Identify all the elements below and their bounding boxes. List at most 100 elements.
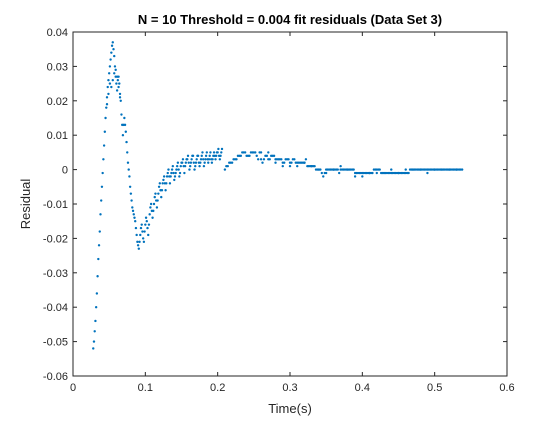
data-point <box>128 175 131 178</box>
data-point <box>216 151 219 154</box>
data-point <box>267 151 270 154</box>
data-point <box>123 123 127 127</box>
data-point <box>176 161 180 164</box>
x-tick-label: 0.4 <box>355 382 370 394</box>
data-point <box>136 240 139 244</box>
data-point <box>146 226 149 230</box>
y-tick-label: 0.02 <box>47 96 68 108</box>
data-point <box>158 182 161 185</box>
data-point <box>174 171 177 175</box>
data-point <box>144 223 147 226</box>
data-point <box>154 192 157 195</box>
data-point <box>140 223 143 226</box>
y-tick-label: 0 <box>62 165 68 177</box>
data-point <box>317 168 321 171</box>
data-point <box>96 275 99 278</box>
data-point <box>97 244 101 247</box>
data-point <box>259 151 263 154</box>
data-point <box>411 168 415 171</box>
data-point <box>303 161 306 164</box>
data-point <box>179 164 182 168</box>
data-point <box>157 192 160 195</box>
y-tick-label: 0.01 <box>47 130 68 142</box>
data-point <box>455 168 458 171</box>
data-point <box>126 151 129 154</box>
data-point <box>117 85 120 89</box>
y-tick-label: -0.05 <box>43 337 68 349</box>
data-point <box>375 171 378 175</box>
data-point <box>149 202 153 206</box>
data-point <box>134 226 138 230</box>
data-point <box>214 158 217 161</box>
data-point <box>199 161 202 164</box>
data-point <box>120 113 123 116</box>
data-point <box>196 154 200 158</box>
data-point <box>183 171 186 175</box>
data-point <box>199 158 203 161</box>
data-point <box>256 158 260 161</box>
data-point <box>100 199 103 202</box>
data-point <box>178 171 182 175</box>
data-point <box>132 213 135 216</box>
data-point <box>187 161 190 164</box>
data-point <box>95 292 99 295</box>
data-point <box>186 158 189 161</box>
data-point <box>166 171 169 175</box>
data-point <box>280 158 283 161</box>
data-point <box>110 51 113 54</box>
data-point <box>151 216 154 219</box>
data-point <box>102 144 106 147</box>
data-point <box>102 158 105 161</box>
data-point <box>111 41 114 44</box>
data-point <box>191 154 195 158</box>
data-point <box>254 151 257 154</box>
data-point <box>107 92 110 96</box>
y-tick-label: 0.03 <box>47 61 68 73</box>
data-point <box>296 161 299 164</box>
data-point <box>207 161 210 164</box>
data-point <box>324 171 328 175</box>
data-point <box>92 340 96 343</box>
data-point <box>108 65 112 68</box>
data-point <box>111 78 114 82</box>
data-point <box>378 168 381 171</box>
data-point <box>171 164 175 168</box>
data-point <box>336 168 339 171</box>
data-point <box>107 72 111 75</box>
data-point <box>209 151 212 154</box>
data-point <box>193 168 196 171</box>
data-point <box>93 330 96 333</box>
data-point <box>353 175 357 178</box>
data-point <box>153 195 156 199</box>
data-point <box>169 175 172 178</box>
data-point <box>239 154 243 158</box>
data-point <box>407 171 410 175</box>
data-point <box>404 168 407 171</box>
data-point <box>460 168 464 171</box>
data-point <box>426 171 429 175</box>
data-point <box>361 175 364 178</box>
data-point <box>103 130 107 133</box>
data-point <box>108 82 112 85</box>
data-point <box>281 164 284 168</box>
data-point <box>141 230 144 233</box>
data-point <box>440 168 444 171</box>
data-point <box>106 85 109 89</box>
data-point <box>346 168 350 171</box>
data-point <box>188 168 191 171</box>
data-point <box>104 116 107 120</box>
data-point <box>147 233 150 237</box>
data-point <box>337 171 341 175</box>
data-point <box>322 175 325 178</box>
data-point <box>99 213 102 216</box>
data-point <box>287 158 290 161</box>
data-point <box>339 164 342 168</box>
data-point <box>129 192 133 195</box>
data-point <box>97 257 100 261</box>
data-point <box>100 185 104 188</box>
data-point <box>259 158 263 161</box>
data-point <box>161 182 164 185</box>
data-point <box>119 99 122 103</box>
